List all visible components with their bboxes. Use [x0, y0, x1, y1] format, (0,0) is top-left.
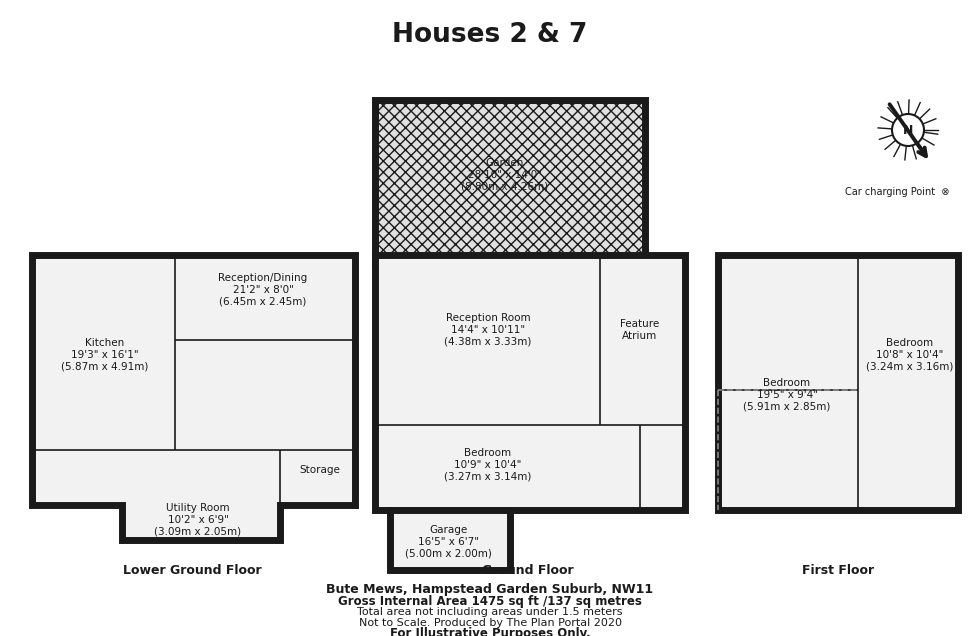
Text: Reception Room
14'4" x 10'11"
(4.38m x 3.33m): Reception Room 14'4" x 10'11" (4.38m x 3…: [444, 314, 532, 347]
Text: Reception/Dining
21'2" x 8'0"
(6.45m x 2.45m): Reception/Dining 21'2" x 8'0" (6.45m x 2…: [219, 273, 308, 307]
Bar: [390, 510, 510, 570]
Text: Storage: Storage: [300, 465, 340, 475]
Text: Feature
Atrium: Feature Atrium: [620, 319, 660, 341]
Text: Bedroom
10'9" x 10'4"
(3.27m x 3.14m): Bedroom 10'9" x 10'4" (3.27m x 3.14m): [444, 448, 532, 481]
Text: Utility Room
10'2" x 6'9"
(3.09m x 2.05m): Utility Room 10'2" x 6'9" (3.09m x 2.05m…: [155, 504, 241, 537]
Text: Garage
16'5" x 6'7"
(5.00m x 2.00m): Garage 16'5" x 6'7" (5.00m x 2.00m): [405, 525, 491, 558]
Text: For Illustrative Purposes Only.: For Illustrative Purposes Only.: [390, 628, 590, 636]
Bar: [375, 100, 645, 265]
Text: Bedroom
10'8" x 10'4"
(3.24m x 3.16m): Bedroom 10'8" x 10'4" (3.24m x 3.16m): [866, 338, 954, 371]
Bar: [375, 255, 685, 510]
Text: Total area not including areas under 1.5 meters: Total area not including areas under 1.5…: [358, 607, 622, 617]
Text: N: N: [903, 123, 913, 137]
Text: Car charging Point  ⊗: Car charging Point ⊗: [845, 187, 950, 197]
Text: Houses 2 & 7: Houses 2 & 7: [392, 22, 588, 48]
Text: Bute Mews, Hampstead Garden Suburb, NW11: Bute Mews, Hampstead Garden Suburb, NW11: [326, 583, 654, 597]
Text: Not to Scale. Produced by The Plan Portal 2020: Not to Scale. Produced by The Plan Porta…: [359, 618, 621, 628]
Text: Bedroom
19'5" x 9'4"
(5.91m x 2.85m): Bedroom 19'5" x 9'4" (5.91m x 2.85m): [743, 378, 831, 411]
Text: Gross Internal Area 1475 sq ft /137 sq metres: Gross Internal Area 1475 sq ft /137 sq m…: [338, 595, 642, 607]
Bar: [718, 255, 958, 510]
Text: Kitchen
19'3" x 16'1"
(5.87m x 4.91m): Kitchen 19'3" x 16'1" (5.87m x 4.91m): [62, 338, 149, 371]
Text: Ground Floor: Ground Floor: [482, 563, 574, 576]
Text: Garden
28'10" x 14'0"
(8.80m x 4.26m): Garden 28'10" x 14'0" (8.80m x 4.26m): [462, 158, 549, 191]
Text: Lower Ground Floor: Lower Ground Floor: [122, 563, 262, 576]
Text: First Floor: First Floor: [802, 563, 874, 576]
Polygon shape: [32, 255, 355, 540]
Circle shape: [892, 114, 924, 146]
